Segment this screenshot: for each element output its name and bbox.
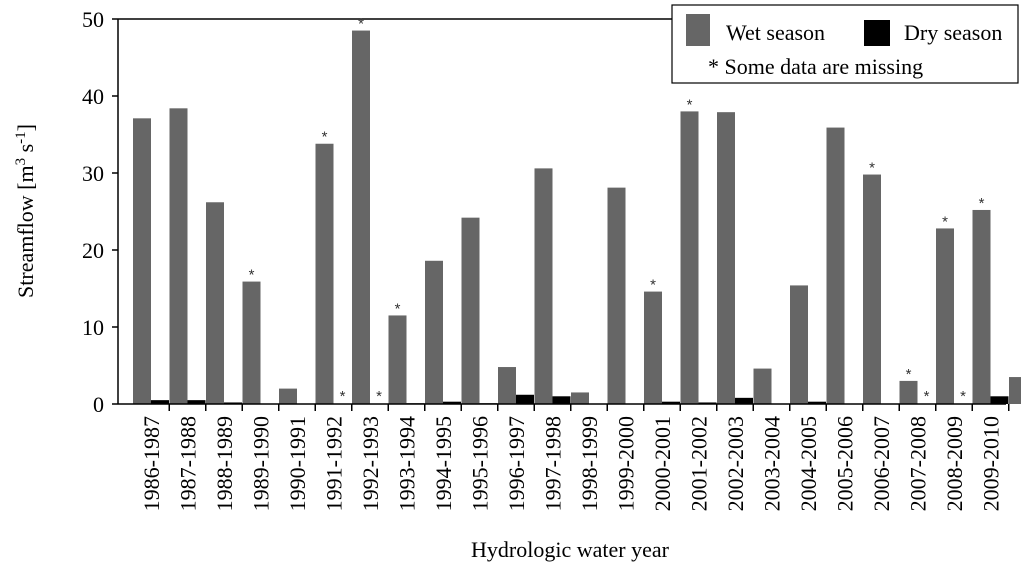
bar-wet-season xyxy=(279,388,297,404)
bar-wet-season xyxy=(717,112,735,405)
y-tick-label: 10 xyxy=(82,315,104,340)
missing-marker-wet: * xyxy=(358,16,364,33)
bar-wet-season xyxy=(899,380,918,404)
y-axis-title: Streamflow [m3 s-1] xyxy=(13,124,38,298)
x-tick-label: 1997-1998 xyxy=(541,416,566,511)
x-axis: 1986-1987 1987-1988 1988-1989 1989-1990 1990… xyxy=(118,403,1010,511)
x-tick-label: 1987-1988 xyxy=(176,416,201,511)
bar-wet-season xyxy=(863,174,881,404)
bar-wet-season xyxy=(680,111,699,405)
missing-marker-wet: * xyxy=(395,300,401,317)
bar-wet-season xyxy=(936,228,954,404)
legend: Wet season Dry season * Some data are mi… xyxy=(671,4,1019,84)
y-axis: 0 10 20 30 40 50 xyxy=(82,7,118,417)
x-tick-label: 2004-2005 xyxy=(796,416,821,511)
legend-box xyxy=(671,4,1019,84)
missing-marker-dry: * xyxy=(960,388,966,405)
bar-wet-season xyxy=(206,202,224,404)
bar-dry-season xyxy=(151,400,169,404)
missing-marker-wet: * xyxy=(650,277,656,294)
x-tick-label: 1996-1997 xyxy=(504,416,529,511)
x-tick-label: 2009-2010 xyxy=(979,416,1004,511)
bar-wet-season xyxy=(498,367,516,404)
bar-wet-season xyxy=(388,315,407,404)
x-tick-label: 1999-2000 xyxy=(614,416,639,511)
x-tick-label: 1998-1999 xyxy=(577,416,602,511)
y-tick-label: 0 xyxy=(93,392,104,417)
x-tick-label: 2007-2008 xyxy=(906,416,931,511)
bar-wet-season xyxy=(425,260,443,404)
missing-marker-wet: * xyxy=(979,195,985,212)
bar-wet-season xyxy=(607,187,626,404)
x-tick-label: 1993-1994 xyxy=(395,416,420,511)
bar-dry-season xyxy=(698,402,717,404)
missing-markers: *************** xyxy=(249,16,985,405)
bar-wet-season xyxy=(169,108,188,404)
y-tick-label: 30 xyxy=(82,161,104,186)
bar-wet-season xyxy=(1009,377,1021,404)
bar-dry-season xyxy=(187,400,206,404)
x-tick-label: 2002-2003 xyxy=(723,416,748,511)
bar-wet-season xyxy=(315,143,334,405)
bar-wet-season xyxy=(242,281,261,404)
bar-dry-season xyxy=(552,396,571,404)
bar-wet-season xyxy=(972,209,991,404)
bar-wet-season xyxy=(534,168,553,404)
y-tick-label: 20 xyxy=(82,238,104,263)
missing-marker-wet: * xyxy=(687,96,693,113)
x-tick-label: 1990-1991 xyxy=(285,416,310,511)
bar-wet-season xyxy=(790,285,808,404)
y-tick-label: 40 xyxy=(82,84,104,109)
x-tick-label: 1989-1990 xyxy=(249,416,274,511)
y-tick-label: 50 xyxy=(82,7,104,32)
bar-wet-season xyxy=(133,118,151,404)
x-tick-label: 2008-2009 xyxy=(942,416,967,511)
legend-label-wet: Wet season xyxy=(726,20,825,45)
missing-marker-wet: * xyxy=(906,366,912,383)
x-tick-label: 2005-2006 xyxy=(833,416,858,511)
legend-swatch-wet xyxy=(686,14,710,46)
missing-marker-wet: * xyxy=(322,129,328,146)
x-axis-title: Hydrologic water year xyxy=(471,537,670,562)
bar-wet-season xyxy=(352,30,370,405)
missing-marker-dry: * xyxy=(376,388,382,405)
x-tick-label: 2003-2004 xyxy=(760,416,785,511)
x-tick-label: 2006-2007 xyxy=(869,416,894,511)
bar-wet-season xyxy=(571,392,589,404)
bar-dry-season xyxy=(990,396,1009,404)
x-tick-label: 1988-1989 xyxy=(212,416,237,511)
legend-note-missing: * Some data are missing xyxy=(708,54,923,79)
bars xyxy=(133,30,1021,405)
missing-marker-wet: * xyxy=(249,267,255,284)
bar-wet-season xyxy=(461,217,480,404)
x-tick-label: 1992-1993 xyxy=(358,416,383,511)
missing-marker-dry: * xyxy=(924,388,930,405)
legend-label-dry: Dry season xyxy=(904,20,1002,45)
x-tick-label: 2001-2002 xyxy=(687,416,712,511)
x-tick-label: 1991-1992 xyxy=(322,416,347,511)
bar-dry-season xyxy=(808,401,826,404)
bar-dry-season xyxy=(662,401,680,404)
plot-area xyxy=(117,18,672,404)
bar-dry-season xyxy=(516,394,534,404)
missing-marker-wet: * xyxy=(942,213,948,230)
missing-marker-dry: * xyxy=(340,388,346,405)
bar-wet-season xyxy=(826,127,845,404)
x-tick-label: 1986-1987 xyxy=(139,416,164,511)
legend-swatch-dry xyxy=(864,20,890,46)
missing-marker-wet: * xyxy=(869,160,875,177)
bar-wet-season xyxy=(644,291,662,404)
x-tick-label: 2000-2001 xyxy=(650,416,675,511)
bar-dry-season xyxy=(224,402,242,404)
x-tick-label: 1995-1996 xyxy=(468,416,493,511)
x-tick-label: 1994-1995 xyxy=(431,416,456,511)
bar-wet-season xyxy=(753,368,772,404)
bar-dry-season xyxy=(735,397,753,404)
bar-dry-season xyxy=(443,401,461,404)
